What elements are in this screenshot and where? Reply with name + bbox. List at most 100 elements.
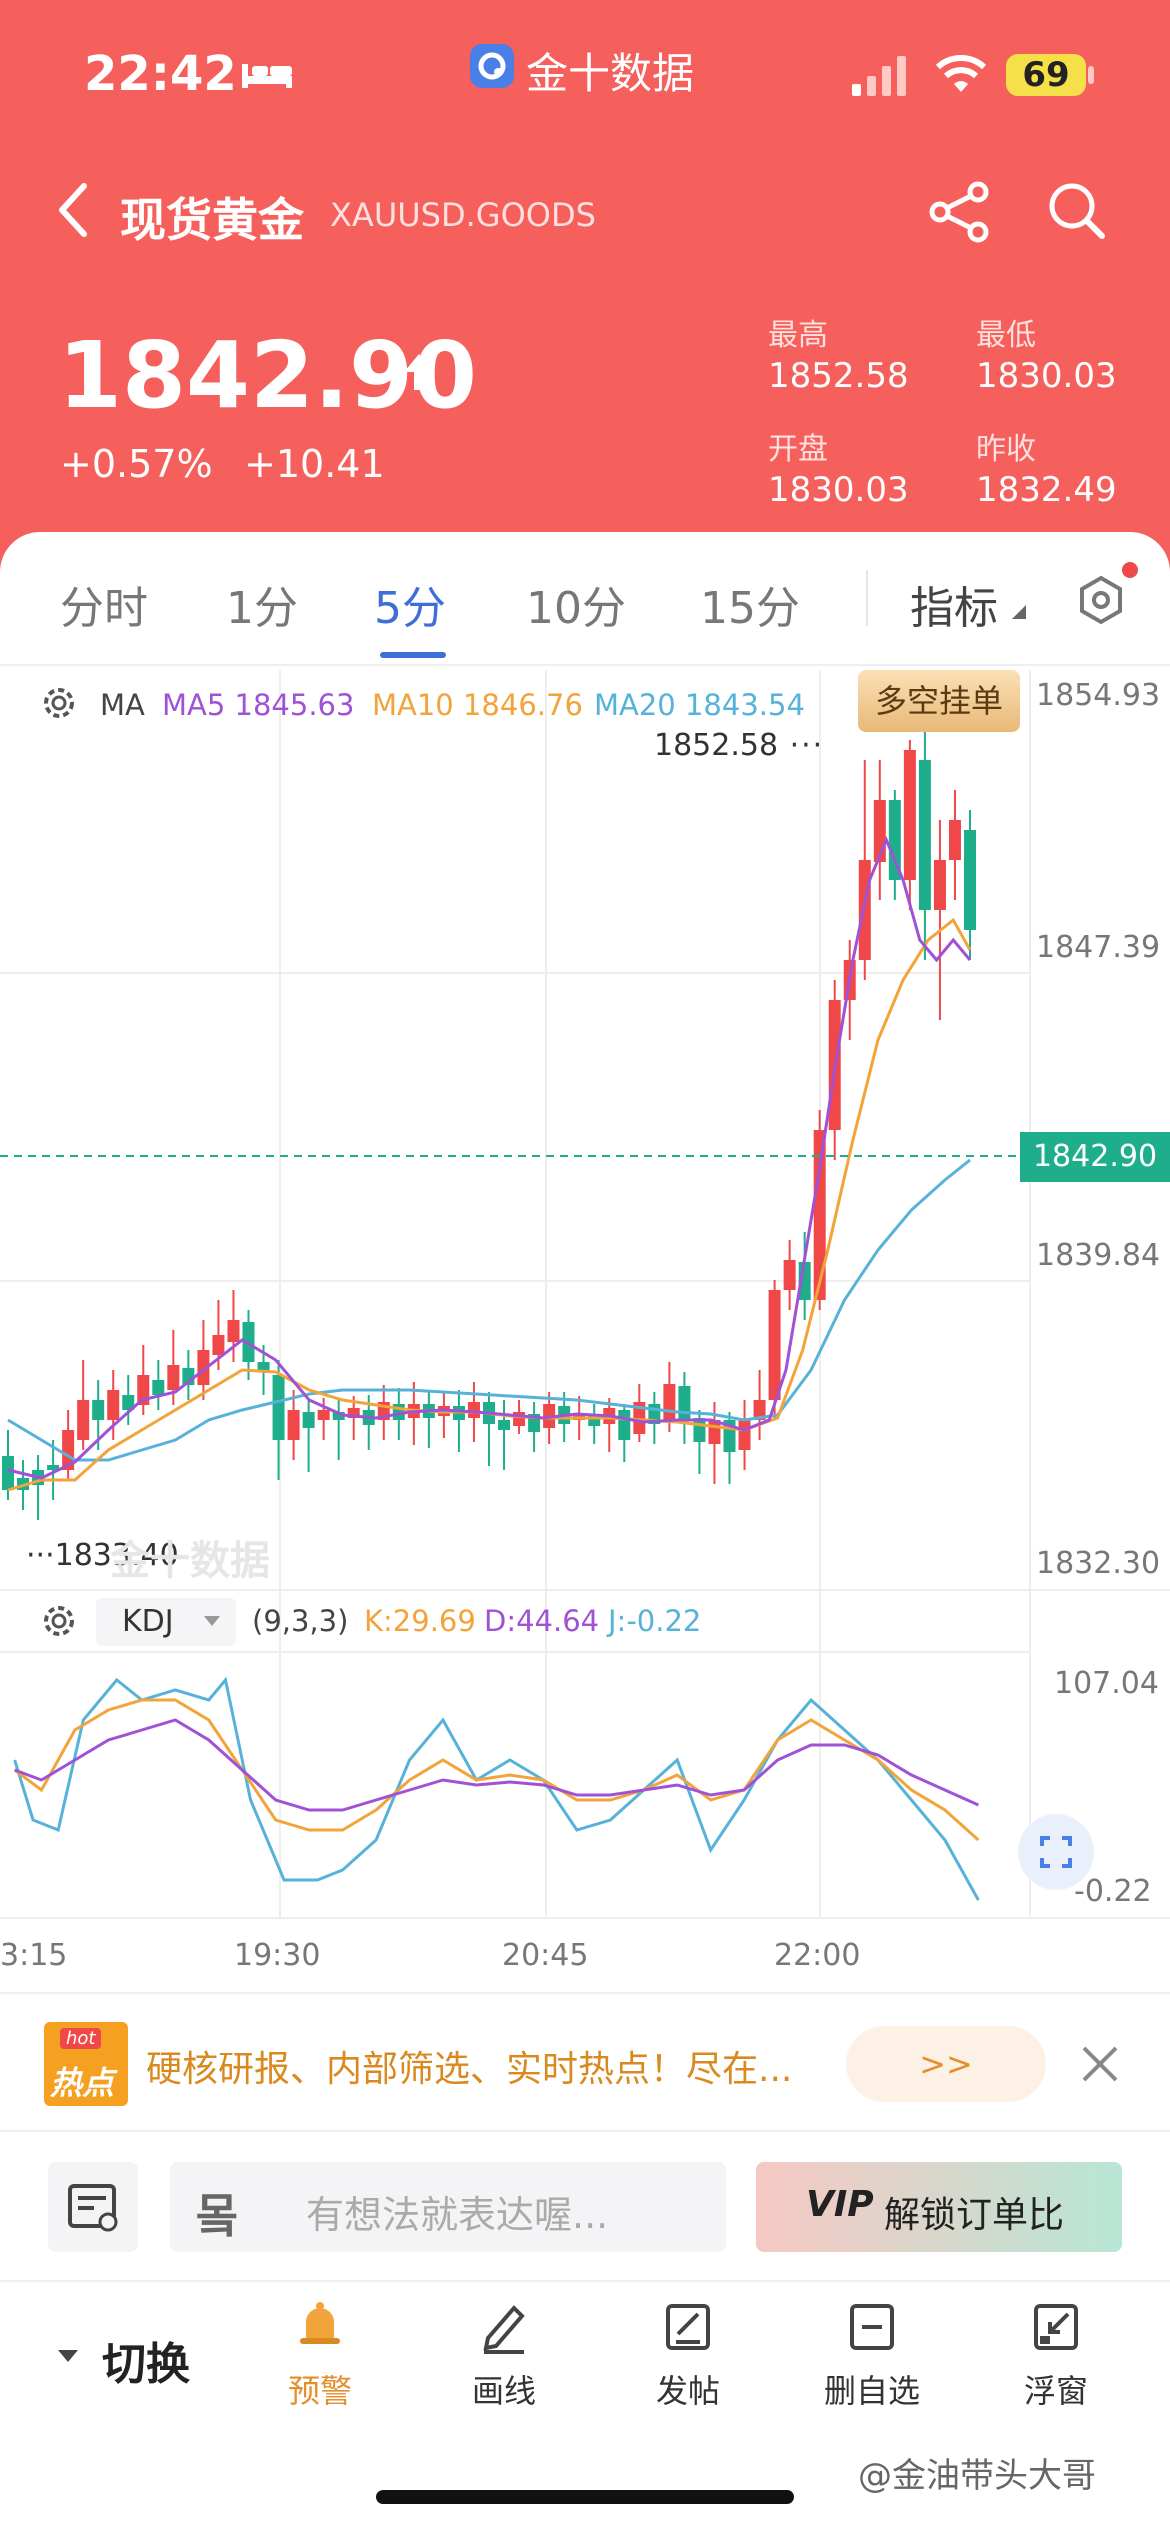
banner-text: 硬核研报、内部筛选、实时热点！尽在... [146,2049,793,2090]
candle [92,1400,105,1420]
kdj-selector[interactable]: KDJ [96,1598,236,1646]
chart-settings-button[interactable] [1076,572,1126,628]
nav-alert[interactable]: 预警 [260,2298,380,2412]
kdj-settings-icon[interactable] [38,1600,80,1642]
fullscreen-button[interactable] [1018,1814,1094,1890]
current-price-tag: 1842.90 [1020,1132,1170,1182]
kdj-lines [13,1676,980,1901]
kdj-d-value: D:44.64 [484,1604,600,1638]
tab-fenshi[interactable]: 分时 [60,583,148,634]
candle [212,1335,225,1355]
candle [888,800,901,880]
banner-more-label: >> [919,2045,973,2083]
comment-input[interactable]: 뫀 有想法就表达喔... [170,2162,726,2252]
caret-down-icon [58,2350,78,2362]
candle [633,1402,646,1434]
nav-float-window-label: 浮窗 [1023,2372,1088,2410]
news-button[interactable] [48,2162,138,2252]
tab-15min[interactable]: 15分 [700,583,800,634]
candle [918,760,931,910]
float-window-icon [1028,2298,1084,2354]
candle [738,1420,751,1450]
tab-indicator[interactable]: 指标 [910,583,998,634]
kdj-d-line [14,1718,979,1812]
promo-banner[interactable]: hot 热点 硬核研报、内部筛选、实时热点！尽在... >> [0,2000,1170,2130]
close-icon [1082,2046,1118,2082]
nav-remove-watchlist[interactable]: 删自选 [812,2298,932,2412]
candle [467,1402,480,1418]
high-marker: 1852.58 ··· [654,728,825,763]
nav-draw-label: 画线 [471,2372,536,2410]
high-marker-value: 1852.58 [654,728,779,763]
ma20-line [7,1158,971,1462]
tab-divider [866,570,868,626]
candle [618,1410,631,1440]
nav-border [0,2280,1170,2282]
candle [317,1410,330,1420]
edit-icon [660,2298,716,2354]
candlestick-chart[interactable] [0,666,1170,1996]
candle [663,1384,676,1420]
candle [783,1260,796,1290]
stat-open-value: 1830.03 [768,470,909,510]
long-short-order-label: 多空挂单 [874,682,1003,720]
price-axis-bottom: 1832.30 [1036,1546,1161,1581]
candle [47,1465,60,1470]
vip-unlock-button[interactable]: VIP 解锁订单比 [756,2162,1122,2252]
kdj-k-line [13,1698,980,1842]
back-button[interactable] [54,180,94,240]
hot-badge-top: hot [60,2028,102,2049]
stat-low-value: 1830.03 [976,356,1117,396]
candle [813,1130,826,1300]
home-indicator[interactable] [376,2490,794,2504]
kdj-j-value: J:-0.22 [608,1604,702,1638]
time-axis-2: 19:30 [234,1938,321,1973]
candle [964,830,976,930]
page-title: 现货黄金 [120,193,304,247]
candle [287,1410,300,1440]
price-axis-3: 1839.84 [1036,1238,1161,1273]
time-axis-3: 20:45 [502,1938,589,1973]
nav-post[interactable]: 发帖 [628,2298,748,2412]
stat-open-label: 开盘 [768,432,828,467]
kdj-j-line [13,1676,980,1901]
share-button[interactable] [928,180,992,244]
chevron-down-icon [204,1616,220,1626]
low-marker-value: 1833.40 [54,1538,179,1573]
long-short-order-button[interactable]: 多空挂单 [858,670,1020,732]
up-arrow-icon [402,352,436,392]
nav-post-label: 发帖 [655,2372,720,2410]
candle [107,1390,120,1420]
switch-button[interactable]: 切换 [58,2328,208,2390]
chart-watermark: 金十数据 [110,1538,270,1584]
nav-float-window[interactable]: 浮窗 [996,2298,1116,2412]
search-button[interactable] [1044,178,1108,242]
battery-icon: 69 [1006,54,1086,96]
tab-5min[interactable]: 5分 [374,583,446,634]
candle [948,820,961,860]
tab-1min[interactable]: 1分 [226,583,298,634]
low-marker: ···1833.40 [26,1538,179,1573]
emoji-text-icon: 뫀 [196,2189,239,2243]
stat-high-label: 最高 [768,318,828,353]
candle [272,1375,285,1440]
price-axis-top: 1854.93 [1036,678,1161,713]
banner-close-button[interactable] [1080,2044,1120,2084]
app-name: 金十数据 [526,49,695,98]
candle [62,1430,75,1470]
switch-label: 切换 [102,2339,190,2390]
comment-placeholder: 有想法就表达喔... [306,2193,609,2237]
ma5-line [7,836,972,1480]
candle [167,1365,180,1390]
vip-unlock-label: 解锁订单比 [884,2195,1065,2236]
kdj-k-value: K:29.69 [364,1604,476,1638]
candle [227,1320,240,1342]
hot-badge: hot 热点 [44,2022,128,2106]
banner-more-button[interactable]: >> [846,2026,1046,2102]
nav-draw[interactable]: 画线 [444,2298,564,2412]
tab-10min[interactable]: 10分 [526,583,626,634]
candle [152,1380,165,1395]
bed-icon [240,58,294,90]
ma-settings-icon[interactable] [38,682,80,724]
candle [242,1322,255,1362]
